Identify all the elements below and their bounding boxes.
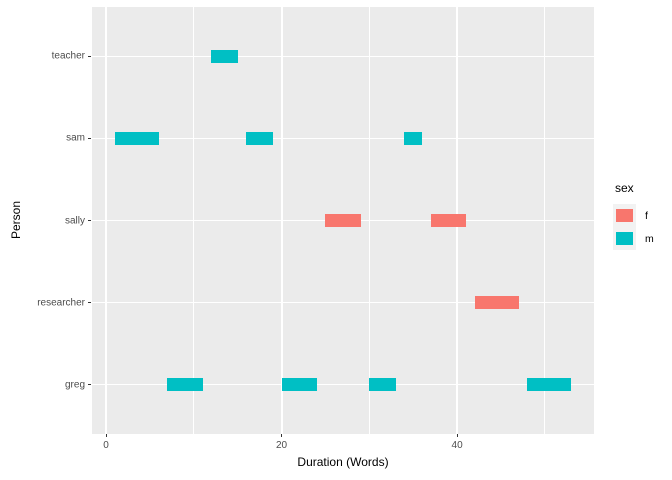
segment-sam-34-36	[404, 131, 422, 145]
legend-title: sex	[615, 181, 634, 195]
segment-sally-37-41	[430, 214, 466, 227]
y-tick-mark-teacher	[88, 55, 91, 57]
x-tick-mark-40	[456, 434, 458, 437]
legend-key-background	[613, 227, 636, 250]
legend-swatch-m	[616, 232, 633, 245]
x-tick-mark-0	[105, 434, 107, 437]
x-tick-label-0: 0	[103, 440, 109, 451]
y-tick-mark-sam	[88, 137, 91, 139]
segment-sam-1-6	[114, 131, 159, 145]
segment-greg-7-11	[167, 378, 203, 392]
y-tick-label-sally: sally	[64, 215, 85, 226]
y-tick-label-researcher: researcher	[37, 297, 85, 309]
gridline-major-y-greg	[92, 383, 594, 386]
y-tick-label-sam: sam	[66, 132, 85, 144]
segment-teacher-12-15	[211, 49, 238, 63]
plot-panel	[92, 7, 594, 434]
gridline-major-y-sam	[92, 137, 594, 140]
y-tick-mark-greg	[88, 384, 91, 386]
legend-swatch-f	[616, 209, 633, 222]
legend-key-background	[613, 204, 636, 227]
y-axis-title: Person	[9, 200, 23, 240]
segment-researcher-42-47	[474, 296, 519, 310]
legend-label-m: m	[645, 232, 654, 245]
legend-entry-m: m	[613, 227, 654, 250]
y-tick-mark-researcher	[88, 302, 91, 304]
y-tick-mark-sally	[88, 220, 91, 221]
segment-sam-16-19	[246, 131, 273, 145]
gridline-major-y-researcher	[92, 301, 594, 304]
x-tick-label-20: 20	[276, 440, 288, 451]
x-axis-title: Duration (Words)	[297, 455, 389, 469]
segment-greg-48-53	[527, 378, 572, 392]
gridline-major-y-teacher	[92, 55, 594, 58]
legend-label-f: f	[645, 209, 648, 222]
x-tick-label-40: 40	[451, 440, 463, 451]
y-tick-label-teacher: teacher	[51, 50, 85, 62]
segment-greg-30-33	[369, 378, 396, 392]
legend-entry-f: f	[613, 204, 654, 227]
segment-sally-25-29	[325, 214, 361, 227]
x-tick-mark-20	[281, 434, 283, 437]
segment-greg-20-24	[281, 378, 317, 392]
y-tick-label-greg: greg	[64, 379, 85, 391]
